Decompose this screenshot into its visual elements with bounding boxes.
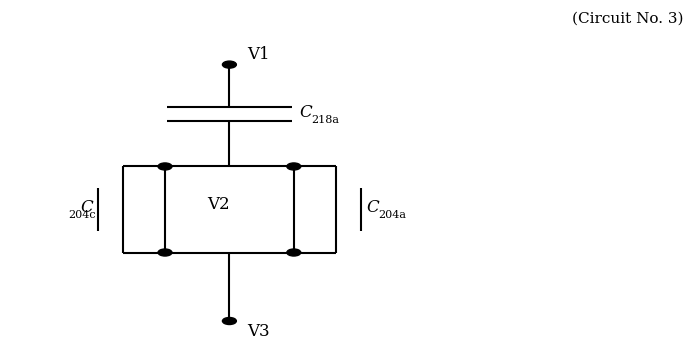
- Circle shape: [222, 61, 236, 68]
- Text: C: C: [299, 103, 312, 120]
- Circle shape: [287, 163, 301, 170]
- Circle shape: [222, 318, 236, 325]
- Text: 204c: 204c: [69, 211, 96, 221]
- Text: C: C: [80, 199, 92, 216]
- Text: 204a: 204a: [379, 211, 407, 221]
- Circle shape: [158, 163, 172, 170]
- Bar: [165, 166, 294, 252]
- Text: V1: V1: [247, 46, 269, 63]
- Text: (Circuit No. 3): (Circuit No. 3): [572, 12, 684, 26]
- Circle shape: [287, 249, 301, 256]
- Text: C: C: [366, 199, 379, 216]
- Circle shape: [158, 249, 172, 256]
- Text: V2: V2: [208, 196, 230, 213]
- Text: V3: V3: [247, 323, 269, 340]
- Text: 218a: 218a: [312, 115, 340, 125]
